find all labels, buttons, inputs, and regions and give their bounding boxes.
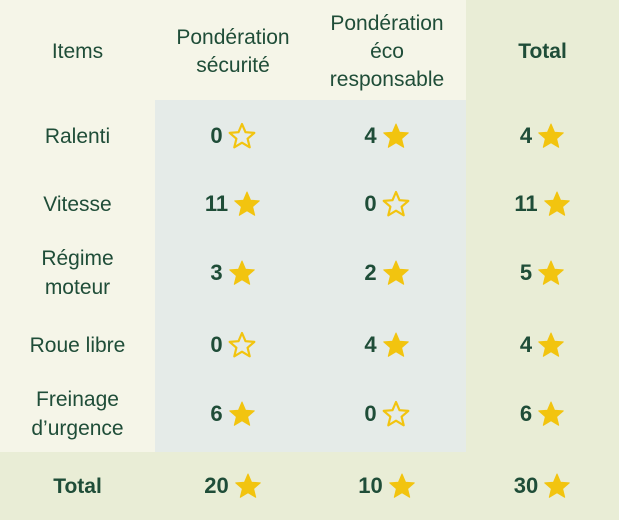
star-outline-icon	[382, 400, 410, 427]
total-score-value: 11	[514, 191, 538, 216]
star-outline-icon	[382, 190, 410, 217]
total-score-value: 4	[519, 332, 533, 357]
scores-panel-background	[155, 100, 466, 452]
total-score: 4	[466, 104, 619, 168]
star-filled-icon	[538, 332, 564, 357]
star-filled-icon	[538, 401, 564, 426]
securite-score-value: 11	[204, 191, 229, 216]
row-label: Ralenti	[0, 104, 155, 168]
footer-eco-total-value: 10	[358, 473, 383, 498]
footer-total-label: Total	[0, 455, 155, 517]
star-outline-icon	[228, 331, 256, 358]
header-items: Items	[0, 0, 155, 104]
total-score: 11	[466, 172, 619, 236]
star-filled-icon	[543, 191, 570, 216]
total-score: 5	[466, 241, 619, 305]
total-score-value: 4	[519, 123, 533, 148]
row-label: Régime moteur	[0, 241, 155, 305]
row-label: Freinage d’urgence	[0, 382, 155, 446]
star-filled-icon	[382, 260, 409, 285]
total-score-value: 5	[519, 260, 533, 285]
row-label-text: Roue libre	[29, 333, 126, 357]
eco-score: 4	[312, 313, 462, 377]
star-filled-icon	[538, 123, 564, 148]
total-row-background	[0, 452, 619, 520]
securite-score-value: 0	[210, 123, 223, 148]
eco-score: 0	[312, 382, 462, 446]
eco-score: 0	[312, 172, 462, 236]
securite-score-value: 3	[210, 260, 223, 285]
star-filled-icon	[388, 473, 415, 498]
eco-score: 4	[312, 104, 462, 168]
footer-grand-total: 30	[466, 455, 619, 517]
star-filled-icon	[234, 191, 260, 216]
star-filled-icon	[234, 473, 261, 498]
total-score: 4	[466, 313, 619, 377]
footer-total-label-text: Total	[53, 474, 102, 498]
securite-score: 6	[158, 382, 308, 446]
row-label: Vitesse	[0, 172, 155, 236]
footer-grand-total-value: 30	[513, 473, 539, 498]
row-label-text: Régime moteur	[41, 247, 114, 299]
securite-score: 11	[158, 172, 308, 236]
eco-score: 2	[312, 241, 462, 305]
eco-score-value: 2	[364, 260, 377, 285]
header-eco: Pondération éco responsable	[312, 0, 462, 104]
star-filled-icon	[228, 260, 255, 285]
star-filled-icon	[538, 260, 564, 285]
total-score: 6	[466, 382, 619, 446]
header-items-label: Items	[51, 40, 104, 63]
securite-score-value: 0	[210, 332, 223, 357]
eco-score-value: 0	[364, 401, 377, 426]
header-securite: Pondération sécurité	[158, 0, 308, 104]
row-label: Roue libre	[0, 313, 155, 377]
row-label-text: Freinage d’urgence	[31, 388, 124, 440]
row-label-text: Ralenti	[44, 124, 111, 148]
star-filled-icon	[228, 401, 255, 426]
footer-securite-total-value: 20	[204, 473, 229, 498]
securite-score-value: 6	[210, 401, 223, 426]
footer-securite-total: 20	[158, 455, 308, 517]
header-total: Total	[466, 0, 619, 104]
header-securite-label: Pondération sécurité	[176, 26, 290, 77]
header-total-label: Total	[518, 40, 567, 63]
total-column-background	[466, 0, 619, 452]
header-eco-label: Pondération éco responsable	[329, 12, 445, 91]
eco-score-value: 4	[364, 123, 377, 148]
securite-score: 3	[158, 241, 308, 305]
total-score-value: 6	[519, 401, 533, 426]
star-filled-icon	[544, 473, 571, 498]
securite-score: 0	[158, 313, 308, 377]
star-outline-icon	[228, 122, 256, 149]
eco-score-value: 4	[364, 332, 377, 357]
row-label-text: Vitesse	[43, 192, 112, 216]
footer-eco-total: 10	[312, 455, 462, 517]
star-filled-icon	[382, 123, 409, 148]
eco-score-value: 0	[364, 191, 377, 216]
star-filled-icon	[382, 332, 409, 357]
securite-score: 0	[158, 104, 308, 168]
